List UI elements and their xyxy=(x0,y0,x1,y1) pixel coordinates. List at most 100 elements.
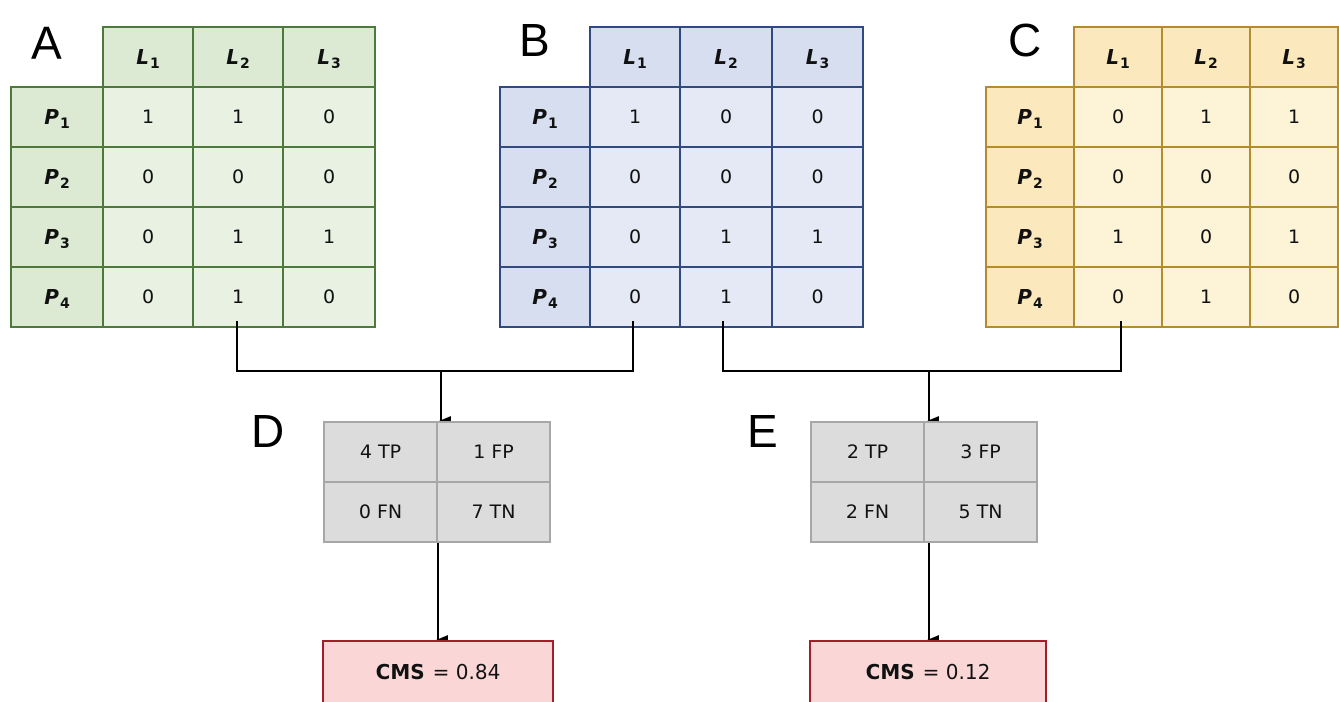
matrix-cell: 0 xyxy=(679,86,773,148)
matrix-cell: 1 xyxy=(192,206,284,268)
column-header: L2 xyxy=(1161,26,1251,88)
panel-letter-a: A xyxy=(31,17,62,69)
matrix-row: P1 1 0 0 xyxy=(499,86,864,148)
row-header: P4 xyxy=(10,266,104,328)
matrix-cell: 0 xyxy=(1073,266,1164,328)
conf-row: 4 TP 1 FP xyxy=(323,421,551,483)
matrix-row: P3 0 1 1 xyxy=(499,206,864,268)
row-header: P2 xyxy=(499,146,591,208)
row-header: P3 xyxy=(10,206,104,268)
row-header: P2 xyxy=(984,146,1076,208)
matrix-cell: 1 xyxy=(1249,86,1339,148)
panel-letter-d: D xyxy=(251,405,285,457)
panel-letter-c: C xyxy=(1008,14,1042,66)
cms-label: CMS xyxy=(865,660,915,684)
column-header: L3 xyxy=(1249,26,1339,88)
matrix-row: P4 0 1 0 xyxy=(499,266,864,328)
conf-cell-fp: 1 FP xyxy=(436,421,551,483)
matrix-row: P1 1 1 0 xyxy=(10,86,376,148)
matrix-cell: 1 xyxy=(192,86,284,148)
matrix-row: P2 0 0 0 xyxy=(10,146,376,208)
matrix-cell: 0 xyxy=(1073,146,1164,208)
matrix-row: P3 0 1 1 xyxy=(10,206,376,268)
row-header: P1 xyxy=(10,86,104,148)
row-header: P3 xyxy=(499,206,591,268)
conf-cell-tn: 5 TN xyxy=(923,481,1038,543)
matrix-cell: 0 xyxy=(1161,146,1251,208)
conf-cell-fn: 2 FN xyxy=(810,481,925,543)
column-header: L3 xyxy=(282,26,376,88)
matrix-cell: 1 xyxy=(589,86,681,148)
matrix-header-row: L1 L2 L3 xyxy=(11,26,376,88)
matrix-cell: 1 xyxy=(1161,86,1251,148)
row-header: P4 xyxy=(499,266,591,328)
matrix-cell: 0 xyxy=(589,266,681,328)
matrix-cell: 0 xyxy=(192,146,284,208)
row-header: P4 xyxy=(984,266,1076,328)
matrix-cell: 1 xyxy=(771,206,864,268)
matrix-cell: 0 xyxy=(102,206,194,268)
matrix-cell: 0 xyxy=(1161,206,1251,268)
column-header: L2 xyxy=(192,26,284,88)
matrix-cell: 1 xyxy=(102,86,194,148)
conf-cell-tp: 2 TP xyxy=(810,421,925,483)
conf-cell-fp: 3 FP xyxy=(923,421,1038,483)
confusion-matrix-e: 2 TP 3 FP 2 FN 5 TN xyxy=(810,421,1038,543)
matrix-b: L1 L2 L3 P1 1 0 0 P2 0 0 0 P3 0 1 1 P4 0 1 0 xyxy=(499,26,864,328)
matrix-cell: 1 xyxy=(1073,206,1164,268)
column-header: L1 xyxy=(102,26,194,88)
matrix-header-row: L1 L2 L3 xyxy=(500,26,864,88)
matrix-cell: 0 xyxy=(589,146,681,208)
cms-value: = 0.12 xyxy=(922,660,991,684)
matrix-row: P3 1 0 1 xyxy=(984,206,1339,268)
matrix-cell: 0 xyxy=(102,266,194,328)
matrix-header-row: L1 L2 L3 xyxy=(986,26,1339,88)
conf-row: 2 TP 3 FP xyxy=(810,421,1038,483)
matrix-cell: 0 xyxy=(282,86,376,148)
column-header: L2 xyxy=(679,26,773,88)
cms-label: CMS xyxy=(375,660,425,684)
cms-result-e: CMS = 0.12 xyxy=(809,640,1047,702)
matrix-cell: 0 xyxy=(282,266,376,328)
matrix-row: P2 0 0 0 xyxy=(499,146,864,208)
conf-cell-tp: 4 TP xyxy=(323,421,438,483)
conf-row: 0 FN 7 TN xyxy=(323,481,551,543)
panel-letter-e: E xyxy=(747,405,778,457)
matrix-a: L1 L2 L3 P1 1 1 0 P2 0 0 0 P3 0 1 1 P4 0 1 0 xyxy=(10,26,376,328)
row-header: P3 xyxy=(984,206,1076,268)
matrix-cell: 0 xyxy=(282,146,376,208)
matrix-cell: 1 xyxy=(679,266,773,328)
matrix-cell: 0 xyxy=(1249,266,1339,328)
row-header: P1 xyxy=(984,86,1076,148)
connector-a-to-d xyxy=(236,321,441,372)
matrix-cell: 0 xyxy=(679,146,773,208)
matrix-cell: 0 xyxy=(102,146,194,208)
cms-result-d: CMS = 0.84 xyxy=(322,640,554,702)
row-header: P1 xyxy=(499,86,591,148)
matrix-c: L1 L2 L3 P1 0 1 1 P2 0 0 0 P3 1 0 1 P4 0 1 0 xyxy=(984,26,1339,328)
matrix-cell: 0 xyxy=(771,86,864,148)
matrix-cell: 0 xyxy=(1073,86,1164,148)
matrix-cell: 1 xyxy=(1249,206,1339,268)
matrix-row: P4 0 1 0 xyxy=(984,266,1339,328)
conf-cell-tn: 7 TN xyxy=(436,481,551,543)
matrix-cell: 1 xyxy=(282,206,376,268)
matrix-cell: 1 xyxy=(679,206,773,268)
conf-cell-fn: 0 FN xyxy=(323,481,438,543)
confusion-matrix-d: 4 TP 1 FP 0 FN 7 TN xyxy=(323,421,551,543)
column-header: L3 xyxy=(771,26,864,88)
connector-b-to-d xyxy=(441,321,634,372)
matrix-row: P2 0 0 0 xyxy=(984,146,1339,208)
panel-letter-b: B xyxy=(519,14,550,66)
matrix-row: P4 0 1 0 xyxy=(10,266,376,328)
matrix-cell: 1 xyxy=(1161,266,1251,328)
column-header: L1 xyxy=(1073,26,1164,88)
column-header: L1 xyxy=(589,26,681,88)
matrix-cell: 0 xyxy=(589,206,681,268)
matrix-cell: 0 xyxy=(771,266,864,328)
matrix-cell: 0 xyxy=(1249,146,1339,208)
conf-row: 2 FN 5 TN xyxy=(810,481,1038,543)
cms-value: = 0.84 xyxy=(432,660,501,684)
matrix-row: P1 0 1 1 xyxy=(984,86,1339,148)
